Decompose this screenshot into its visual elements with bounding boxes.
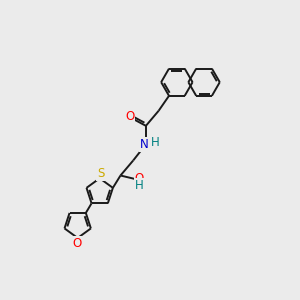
Text: S: S (97, 167, 104, 180)
Text: O: O (125, 110, 134, 123)
Text: H: H (151, 136, 160, 149)
Text: O: O (72, 237, 81, 250)
Text: H: H (135, 179, 144, 192)
Text: N: N (140, 138, 149, 151)
Text: O: O (135, 172, 144, 184)
